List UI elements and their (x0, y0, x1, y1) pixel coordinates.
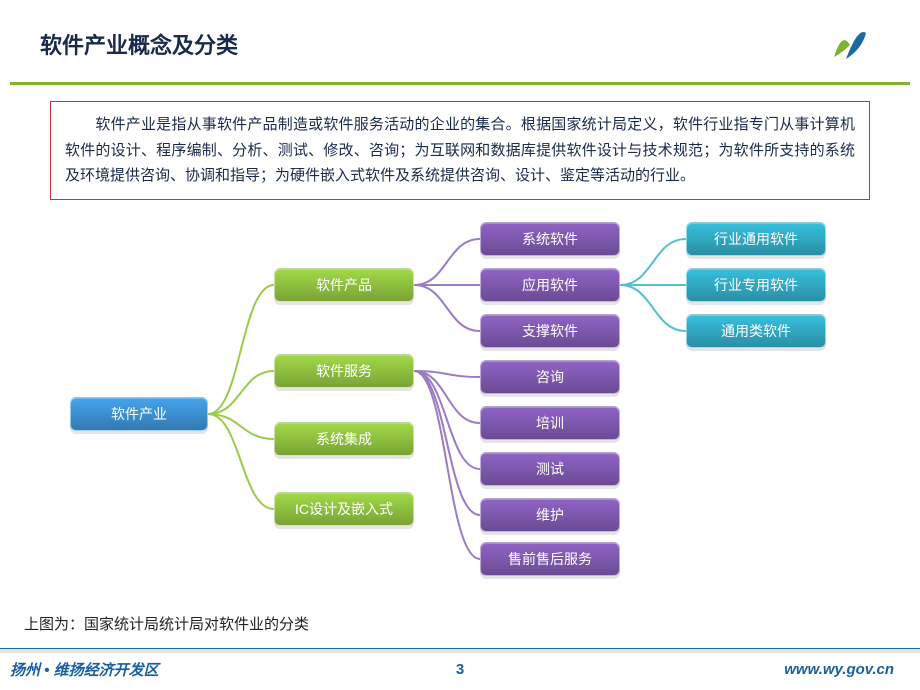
tree-node: 通用类软件 (686, 314, 826, 348)
tree-node: 行业通用软件 (686, 222, 826, 256)
header-divider (10, 82, 910, 85)
tree-diagram: 软件产业 软件产品软件服务系统集成 IC设计及嵌入式 系统软件应用软件支撑软件咨询培训… (50, 212, 870, 570)
tree-node: 维护 (480, 498, 620, 532)
tree-node: IC设计及嵌入式 (274, 492, 414, 526)
tree-node: 测试 (480, 452, 620, 486)
footer: 扬州 • 维扬经济开发区 3 www.wy.gov.cn (0, 648, 920, 690)
footer-url: www.wy.gov.cn (784, 661, 894, 678)
logo-icon (828, 23, 870, 70)
tree-node: 软件产业 (70, 397, 208, 431)
tree-node: 咨询 (480, 360, 620, 394)
tree-node: 系统软件 (480, 222, 620, 256)
caption-text: 上图为：国家统计局统计局对软件业的分类 (24, 613, 309, 634)
description-box: 软件产业是指从事软件产品制造或软件服务活动的企业的集合。根据国家统计局定义，软件… (50, 101, 870, 200)
footer-left: 扬州 • 维扬经济开发区 (10, 659, 159, 680)
tree-node: 软件产品 (274, 268, 414, 302)
tree-node: 应用软件 (480, 268, 620, 302)
connectors (50, 212, 870, 570)
tree-node: 软件服务 (274, 354, 414, 388)
page-title: 软件产业概念及分类 (40, 28, 238, 60)
footer-page: 3 (456, 661, 464, 678)
tree-node: 售前售后服务 (480, 542, 620, 576)
tree-node: 系统集成 (274, 422, 414, 456)
tree-node: 支撑软件 (480, 314, 620, 348)
tree-node: 行业专用软件 (686, 268, 826, 302)
tree-node: 培训 (480, 406, 620, 440)
